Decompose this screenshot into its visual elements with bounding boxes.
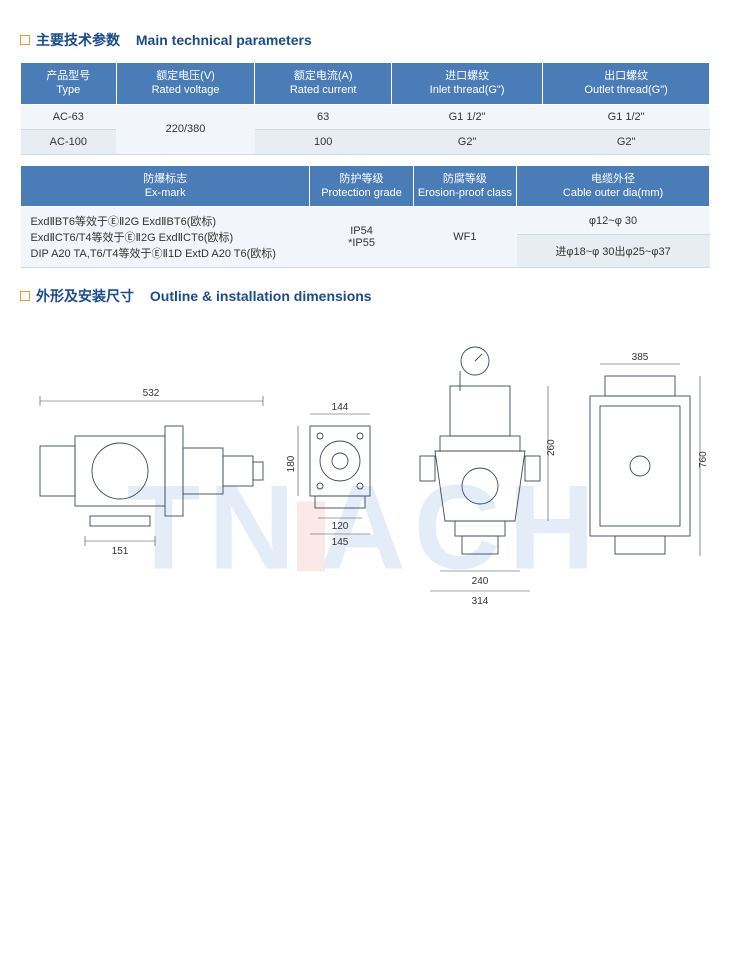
svg-text:144: 144 — [332, 402, 349, 413]
bullet-icon — [20, 35, 30, 45]
cell-type: AC-63 — [21, 104, 117, 129]
t1-col-voltage: 额定电压(V)Rated voltage — [116, 63, 255, 105]
svg-text:260: 260 — [546, 439, 557, 456]
cell-inlet: G1 1/2" — [391, 104, 542, 129]
section1-en: Main technical parameters — [136, 32, 312, 48]
section2-heading: 外形及安装尺寸 Outline & installation dimension… — [20, 286, 710, 306]
table-row: AC-63 220/380 63 G1 1/2" G1 1/2" — [21, 104, 710, 129]
cell-current: 63 — [255, 104, 392, 129]
t1-col-type: 产品型号Type — [21, 63, 117, 105]
exmark-line: DIP A20 TA,T6/T4等效于ⒺⅡ1D ExtD A20 T6(欧标) — [31, 245, 306, 261]
cell-outlet: G2" — [543, 129, 710, 154]
exmark-line: ExdⅡBT6等效于ⒺⅡ2G ExdⅡBT6(欧标) — [31, 213, 306, 229]
svg-text:532: 532 — [143, 388, 160, 399]
svg-text:760: 760 — [698, 451, 709, 468]
svg-text:240: 240 — [472, 576, 489, 587]
svg-text:314: 314 — [472, 596, 489, 607]
svg-text:120: 120 — [332, 521, 349, 532]
section1-cn: 主要技术参数 — [36, 30, 120, 50]
table-parameters-2: 防爆标志Ex-mark 防护等级Protection grade 防腐等级Ero… — [20, 165, 710, 269]
svg-text:151: 151 — [112, 546, 129, 557]
view-front: 144 180 120 145 — [286, 402, 370, 548]
section2-en: Outline & installation dimensions — [150, 288, 372, 304]
cell-erosion: WF1 — [413, 207, 516, 268]
table-row: ExdⅡBT6等效于ⒺⅡ2G ExdⅡBT6(欧标) ExdⅡCT6/T4等效于… — [21, 207, 710, 235]
cell-type: AC-100 — [21, 129, 117, 154]
t1-col-current: 额定电流(A)Rated current — [255, 63, 392, 105]
diagram-area: TNACH 532 — [20, 326, 710, 646]
cell-cable2: 进φ18~φ 30出φ25~φ37 — [517, 235, 710, 268]
t2-col-protection: 防护等级Protection grade — [310, 165, 413, 207]
t1-col-outlet: 出口螺纹Outlet thread(G") — [543, 63, 710, 105]
view-side: 532 151 — [40, 388, 263, 557]
cell-cable1: φ12~φ 30 — [517, 207, 710, 235]
cell-inlet: G2" — [391, 129, 542, 154]
cell-protection: IP54 *IP55 — [310, 207, 413, 268]
view-assembly: 260 240 314 — [420, 347, 557, 607]
svg-text:180: 180 — [286, 455, 297, 472]
t1-col-inlet: 进口螺纹Inlet thread(G") — [391, 63, 542, 105]
outline-diagram: 532 151 144 180 — [20, 326, 710, 626]
svg-text:145: 145 — [332, 537, 349, 548]
table-parameters-1: 产品型号Type 额定电压(V)Rated voltage 额定电流(A)Rat… — [20, 62, 710, 155]
exmark-line: ExdⅡCT6/T4等效于ⒺⅡ2G ExdⅡCT6(欧标) — [31, 229, 306, 245]
t2-col-erosion: 防腐等级Erosion-proof class — [413, 165, 516, 207]
svg-text:385: 385 — [632, 352, 649, 363]
section2-cn: 外形及安装尺寸 — [36, 286, 134, 306]
t2-col-cable: 电缆外径Cable outer dia(mm) — [517, 165, 710, 207]
bullet-icon — [20, 291, 30, 301]
cell-exmark: ExdⅡBT6等效于ⒺⅡ2G ExdⅡBT6(欧标) ExdⅡCT6/T4等效于… — [21, 207, 310, 268]
section1-heading: 主要技术参数 Main technical parameters — [20, 30, 710, 50]
t2-col-exmark: 防爆标志Ex-mark — [21, 165, 310, 207]
cell-voltage: 220/380 — [116, 104, 255, 154]
cell-current: 100 — [255, 129, 392, 154]
view-right: 385 760 — [590, 352, 709, 556]
cell-outlet: G1 1/2" — [543, 104, 710, 129]
